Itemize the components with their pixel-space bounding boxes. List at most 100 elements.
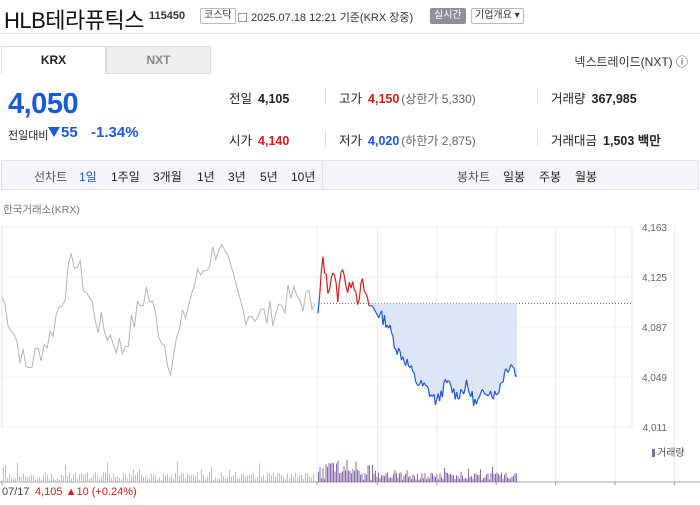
period-5y[interactable]: 5년: [260, 170, 278, 184]
volume-bar: [243, 473, 244, 482]
volume-bar: [97, 475, 98, 482]
volume-bar: [429, 478, 430, 482]
volume-bar: [209, 472, 210, 482]
series-segment-down: [456, 391, 459, 400]
stat-label: 거래량: [551, 92, 586, 106]
volume-bar: [493, 473, 495, 482]
volume-bar: [155, 475, 156, 482]
volume-bar: [95, 472, 96, 482]
period-1d[interactable]: 1일: [79, 170, 97, 184]
volume-bar: [263, 475, 264, 482]
series-segment-down: [489, 390, 493, 397]
candle-daily[interactable]: 일봉: [503, 170, 526, 184]
series-segment-down: [426, 385, 429, 389]
stat-label: 거래대금: [551, 134, 598, 148]
series-segment-up: [333, 275, 337, 284]
volume-bar: [133, 469, 134, 482]
volume-bar: [75, 472, 76, 482]
volume-bar: [287, 473, 288, 482]
volume-bar: [388, 477, 390, 482]
volume-bar: [83, 475, 84, 482]
volume-bar: [507, 477, 508, 482]
volume-bar: [185, 478, 186, 482]
volume-bar: [121, 479, 122, 482]
volume-bar: [201, 469, 202, 482]
volume-bar: [376, 476, 378, 482]
series-segment-down: [390, 332, 394, 337]
change-label: 전일대비: [8, 130, 49, 142]
series-segment-up: [352, 281, 355, 290]
volume-bar: [11, 477, 12, 482]
series-segment-up: [322, 256, 326, 274]
tab-nxt[interactable]: NXT: [106, 46, 211, 74]
volume-bar: [387, 472, 388, 482]
volume-bar: [378, 472, 379, 482]
series-segment-down: [501, 381, 504, 384]
volume-bar: [489, 479, 490, 482]
volume-bar: [363, 479, 364, 482]
volume-bar: [406, 470, 408, 482]
volume-bar: [321, 478, 322, 482]
period-3m[interactable]: 3개월: [153, 170, 182, 184]
period-3y[interactable]: 3년: [228, 170, 246, 184]
series-segment-up: [358, 283, 362, 300]
volume-bar: [513, 475, 514, 482]
tab-krx[interactable]: KRX: [1, 46, 106, 74]
volume-bar: [367, 465, 369, 482]
volume-bar: [79, 474, 80, 482]
series-segment-down: [441, 382, 445, 398]
volume-bar: [217, 479, 218, 482]
price-chart[interactable]: 4,1634,1254,0874,0494,01107/1810:0011:00…: [0, 215, 700, 485]
datetime: 2025.07.18 12:21 기준(KRX 장중): [238, 9, 413, 25]
volume-bar: [481, 479, 483, 482]
volume-bar: [59, 479, 60, 482]
realtime-badge: 실시간: [430, 8, 466, 24]
volume-bar: [157, 479, 158, 482]
divider: [537, 130, 538, 146]
volume-bar: [340, 472, 342, 482]
series-segment-down: [412, 371, 415, 374]
stat-prev-close: 전일 4,105: [229, 88, 289, 107]
volume-bar: [348, 470, 349, 482]
volume-bar: [303, 479, 304, 482]
volume-bar: [273, 472, 274, 482]
candle-weekly[interactable]: 주봉: [539, 170, 562, 184]
volume-bar: [225, 478, 226, 482]
series-segment-up: [332, 272, 335, 276]
volume-bar: [203, 474, 204, 482]
prev-day-info: 4,105 ▲10 (+0.24%): [35, 486, 137, 498]
volume-bar: [423, 478, 424, 482]
volume-bar: [81, 473, 82, 482]
period-1w[interactable]: 1주일: [111, 170, 140, 184]
series-segment-down: [433, 394, 436, 405]
stat-value: 4,105: [258, 92, 290, 106]
volume-bar: [375, 470, 376, 482]
period-1y[interactable]: 1년: [197, 170, 215, 184]
volume-bar: [23, 473, 24, 482]
volume-bar: [141, 474, 142, 482]
datetime-text: 2025.07.18 12:21 기준(KRX 장중): [251, 12, 414, 24]
volume-bar: [245, 476, 246, 482]
volume-bar: [364, 473, 366, 482]
stat-sub: (상한가 5,330): [401, 92, 476, 106]
volume-bar: [414, 475, 415, 482]
period-10y[interactable]: 10년: [291, 170, 316, 184]
nextrade-link[interactable]: 넥스트레이드(NXT) ⓘ: [574, 55, 688, 69]
volume-bar: [439, 473, 441, 482]
volume-bars: [3, 460, 517, 482]
volume-bar: [171, 474, 172, 482]
volume-bar: [163, 473, 164, 482]
series-segment-down: [420, 379, 424, 387]
volume-bar: [227, 477, 228, 482]
volume-bar: [409, 475, 411, 482]
volume-bar: [195, 475, 196, 482]
series-segment-down: [500, 382, 503, 384]
volume-bar: [325, 464, 327, 482]
volume-bar: [89, 479, 90, 482]
volume-bar: [508, 478, 510, 482]
series-segment-down: [399, 351, 403, 361]
volume-bar: [183, 473, 184, 482]
candle-monthly[interactable]: 월봉: [575, 170, 598, 184]
volume-bar: [93, 474, 94, 482]
corp-overview-button[interactable]: 기업개요 ▾: [471, 8, 524, 24]
